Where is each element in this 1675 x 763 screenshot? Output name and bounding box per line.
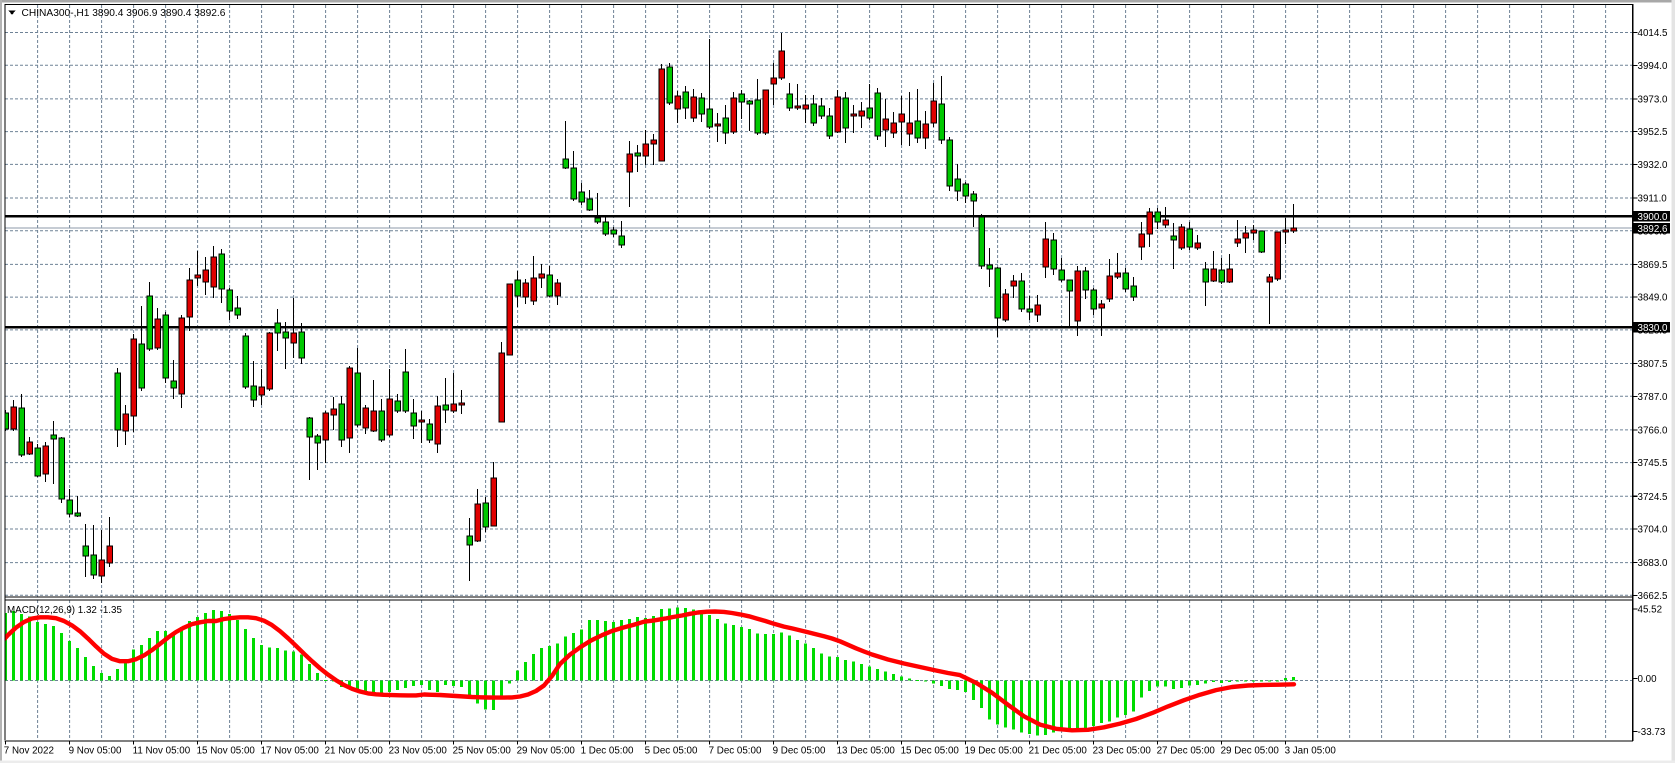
svg-text:3662.5: 3662.5 [1638, 591, 1669, 602]
svg-text:3932.0: 3932.0 [1638, 160, 1669, 171]
svg-text:27 Dec 05:00: 27 Dec 05:00 [1157, 746, 1216, 757]
svg-text:13 Dec 05:00: 13 Dec 05:00 [837, 746, 896, 757]
svg-text:21 Nov 05:00: 21 Nov 05:00 [325, 746, 384, 757]
svg-text:3973.0: 3973.0 [1638, 95, 1669, 106]
svg-text:11 Nov 05:00: 11 Nov 05:00 [133, 746, 191, 757]
svg-text:-33.73: -33.73 [1638, 727, 1666, 738]
svg-text:7 Dec 05:00: 7 Dec 05:00 [709, 746, 762, 757]
svg-text:7 Nov 2022: 7 Nov 2022 [4, 746, 54, 757]
svg-text:19 Dec 05:00: 19 Dec 05:00 [965, 746, 1024, 757]
svg-text:3830.0: 3830.0 [1638, 323, 1669, 334]
svg-text:3787.0: 3787.0 [1638, 392, 1669, 403]
svg-text:3952.5: 3952.5 [1638, 127, 1669, 138]
svg-text:3900.0: 3900.0 [1638, 212, 1669, 223]
svg-text:3766.0: 3766.0 [1638, 426, 1669, 437]
svg-text:4014.5: 4014.5 [1638, 28, 1669, 39]
svg-text:MACD(12,26,9) 1.32 -1.35: MACD(12,26,9) 1.32 -1.35 [7, 605, 122, 616]
svg-text:0.00: 0.00 [1638, 674, 1658, 685]
svg-text:CHINA300-,H1 3890.4 3906.9 389: CHINA300-,H1 3890.4 3906.9 3890.4 3892.6 [22, 8, 226, 19]
svg-text:23 Nov 05:00: 23 Nov 05:00 [389, 746, 448, 757]
svg-text:3807.5: 3807.5 [1638, 359, 1669, 370]
svg-text:17 Nov 05:00: 17 Nov 05:00 [261, 746, 320, 757]
svg-text:3683.0: 3683.0 [1638, 558, 1669, 569]
svg-text:3 Jan 05:00: 3 Jan 05:00 [1285, 746, 1337, 757]
svg-text:1 Dec 05:00: 1 Dec 05:00 [581, 746, 634, 757]
svg-text:15 Dec 05:00: 15 Dec 05:00 [901, 746, 960, 757]
svg-text:3911.0: 3911.0 [1638, 194, 1668, 205]
svg-text:3704.0: 3704.0 [1638, 525, 1669, 536]
svg-text:3745.5: 3745.5 [1638, 458, 1669, 469]
svg-text:21 Dec 05:00: 21 Dec 05:00 [1029, 746, 1088, 757]
svg-text:3892.6: 3892.6 [1638, 224, 1669, 235]
svg-text:3849.0: 3849.0 [1638, 293, 1669, 304]
svg-text:15 Nov 05:00: 15 Nov 05:00 [197, 746, 256, 757]
svg-text:29 Dec 05:00: 29 Dec 05:00 [1221, 746, 1280, 757]
svg-text:3724.5: 3724.5 [1638, 492, 1669, 503]
svg-text:3869.5: 3869.5 [1638, 260, 1669, 271]
svg-text:9 Nov 05:00: 9 Nov 05:00 [69, 746, 122, 757]
svg-text:25 Nov 05:00: 25 Nov 05:00 [453, 746, 512, 757]
svg-text:5 Dec 05:00: 5 Dec 05:00 [645, 746, 698, 757]
svg-text:29 Nov 05:00: 29 Nov 05:00 [517, 746, 576, 757]
svg-text:9 Dec 05:00: 9 Dec 05:00 [773, 746, 826, 757]
svg-text:23 Dec 05:00: 23 Dec 05:00 [1093, 746, 1152, 757]
svg-text:3994.0: 3994.0 [1638, 61, 1669, 72]
svg-text:45.52: 45.52 [1638, 605, 1663, 616]
